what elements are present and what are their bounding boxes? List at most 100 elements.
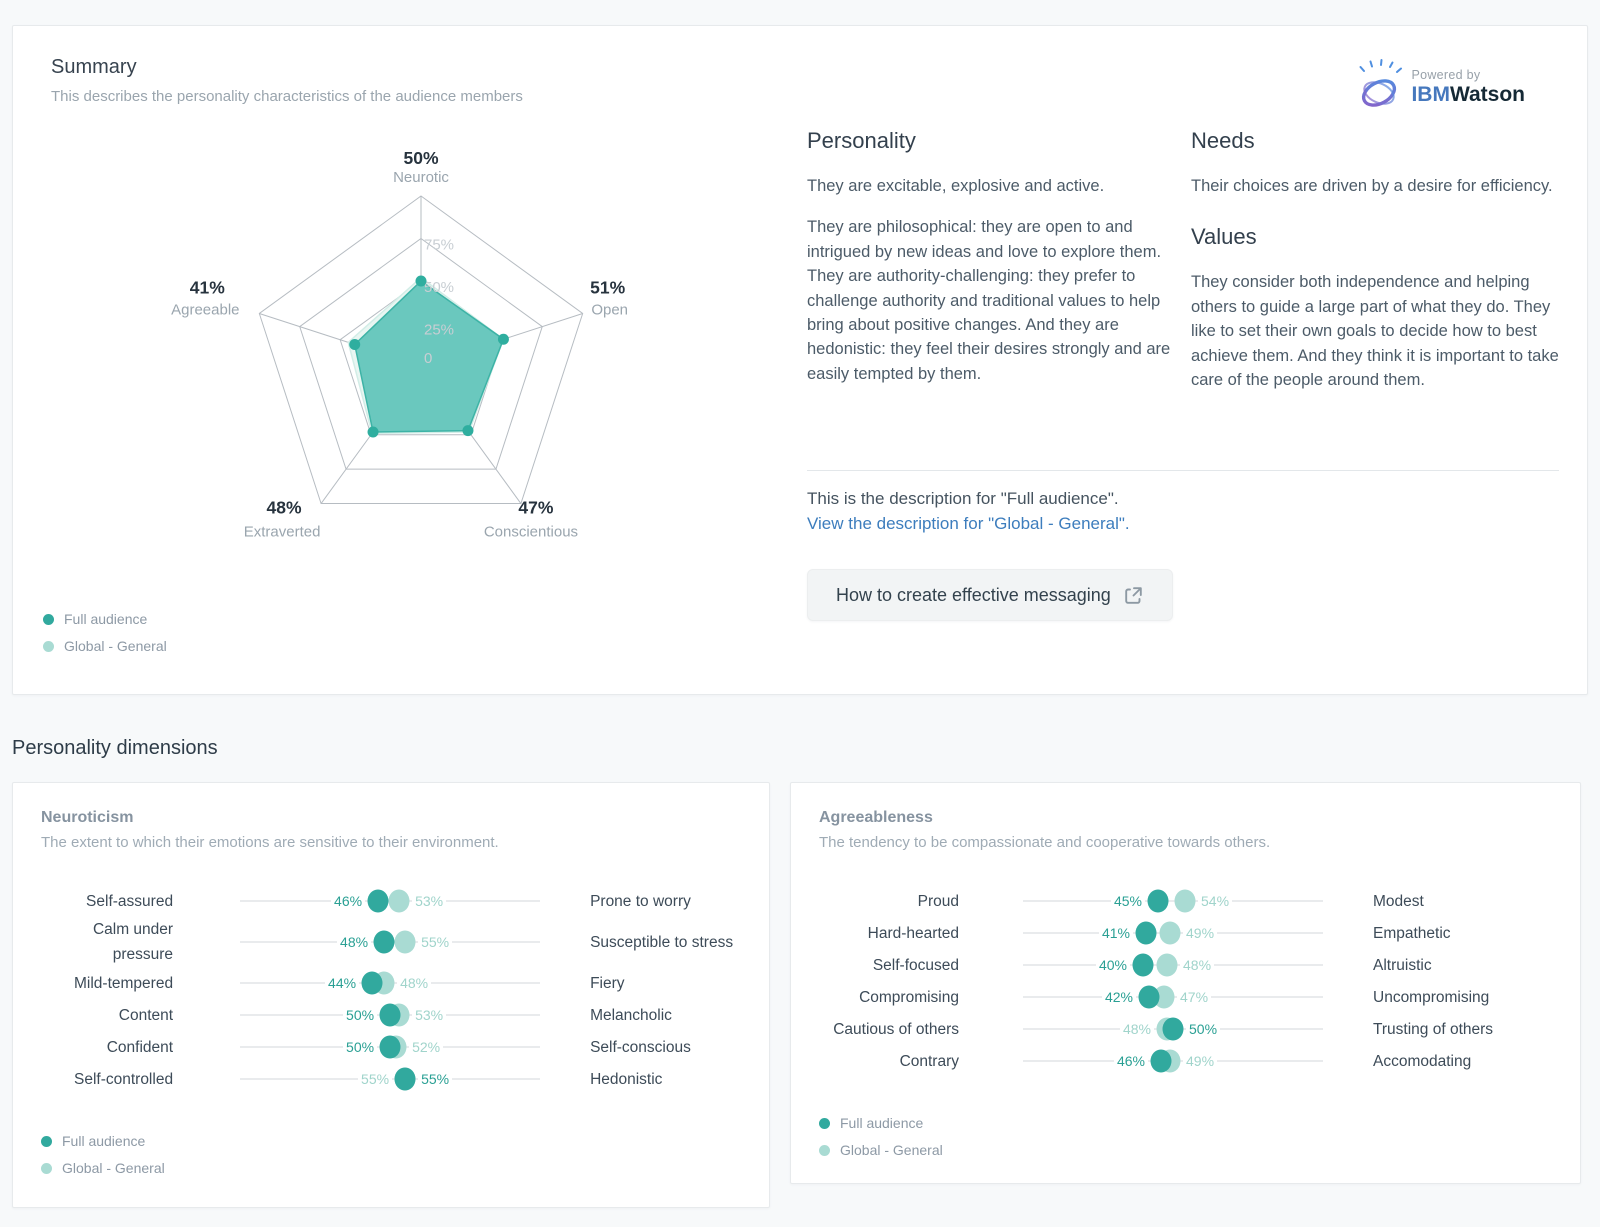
dimension-right-label: Empathetic	[1373, 924, 1451, 942]
legend-item: Full audience	[43, 611, 167, 627]
value-global-general: 48%	[1119, 1021, 1154, 1037]
value-global-general: 49%	[1183, 925, 1218, 941]
legend-dot-icon	[41, 1135, 52, 1147]
value-global-general: 49%	[1183, 1053, 1218, 1069]
dimension-row: Confident 50% 52% Self-conscious	[41, 1031, 741, 1063]
divider	[807, 470, 1559, 471]
radar-vertex-dot	[367, 426, 379, 438]
dot-global-general	[1159, 921, 1181, 945]
personality-paragraph: They are philosophical: they are open to…	[807, 218, 1171, 383]
watson-brand: Powered by IBMWatson	[1351, 58, 1525, 116]
legend-item: Full audience	[819, 1115, 1552, 1131]
watson-wordmark: Powered by IBMWatson	[1411, 68, 1525, 107]
summary-card: Summary This describes the personality c…	[12, 25, 1588, 695]
dimension-row: Self-assured 46% 53% Prone to worry	[41, 885, 741, 917]
dimension-track: 48% 50%	[1023, 1013, 1323, 1045]
value-global-general: 53%	[412, 893, 447, 909]
value-global-general: 55%	[418, 934, 453, 950]
dimension-right-label: Trusting of others	[1373, 1020, 1494, 1038]
radar-axis-name-label: Conscientious	[484, 524, 578, 541]
value-full-audience: 45%	[1110, 893, 1145, 909]
dimension-left-label: Self-assured	[86, 892, 174, 910]
radar-vertex-dot	[462, 425, 474, 437]
dimension-track: 40% 48%	[1023, 949, 1323, 981]
dot-full-audience	[1162, 1017, 1184, 1041]
dimension-track: 46% 53%	[240, 885, 541, 917]
dot-full-audience	[379, 1003, 401, 1027]
radar-axis-value-label: 48%	[267, 498, 302, 518]
view-global-description-link[interactable]: View the description for "Global - Gener…	[807, 514, 1130, 533]
neuroticism-card: Neuroticism The extent to which their em…	[12, 782, 770, 1208]
radar-ring-tick-label: 0	[424, 350, 432, 367]
radar-axis-name-label: Extraverted	[244, 524, 321, 541]
effective-messaging-button[interactable]: How to create effective messaging	[807, 569, 1173, 621]
dimension-left-label: Cautious of others	[833, 1020, 959, 1038]
radar-axis-value-label: 51%	[590, 277, 625, 297]
dimension-row: Calm under pressure 48% 55% Susceptible to …	[41, 917, 741, 967]
neuroticism-rows: Self-assured 46% 53% Prone to worry Calm und…	[41, 885, 741, 1095]
dot-global-general	[1153, 985, 1175, 1009]
dot-full-audience	[367, 889, 389, 913]
personality-heading: Personality	[807, 128, 916, 153]
dimension-track-line	[1023, 900, 1323, 902]
value-full-audience: 50%	[1186, 1021, 1221, 1037]
dimension-row: Mild-tempered 44% 48% Fiery	[41, 967, 741, 999]
ibm-label: IBM	[1411, 82, 1450, 106]
dimensions-heading: Personality dimensions	[12, 737, 218, 759]
dimension-left-label: Confident	[106, 1038, 174, 1056]
legend-dot-icon	[43, 640, 54, 652]
legend-label: Full audience	[840, 1115, 924, 1131]
dot-full-audience	[1132, 953, 1154, 977]
legend-label: Global - General	[840, 1142, 943, 1158]
dimension-track: 41% 49%	[1023, 917, 1323, 949]
dimension-left-label: Calm under pressure	[92, 921, 174, 963]
radar-ring-tick-label: 25%	[424, 322, 454, 339]
dimension-right-label: Uncompromising	[1373, 988, 1490, 1006]
radar-axis-value-label: 50%	[403, 148, 438, 168]
neuroticism-subtitle: The extent to which their emotions are s…	[41, 834, 499, 851]
radar-legend: Full audience Global - General	[43, 611, 167, 665]
dimension-right-label: Accomodating	[1373, 1052, 1472, 1070]
dot-global-general	[388, 889, 410, 913]
agreeableness-legend: Full audience Global - General	[819, 1115, 1552, 1158]
dimension-track: 48% 55%	[240, 917, 541, 967]
watson-label: Watson	[1449, 82, 1525, 106]
value-full-audience: 41%	[1098, 925, 1133, 941]
personality-section: Personality They are excitable, explosiv…	[807, 128, 1179, 403]
value-full-audience: 48%	[337, 934, 372, 950]
legend-item: Full audience	[41, 1133, 741, 1149]
external-link-icon	[1125, 586, 1142, 604]
radar-ring-tick-label: 50%	[424, 279, 454, 296]
radar-ring-tick-label: 75%	[424, 237, 454, 254]
legend-dot-icon	[43, 613, 54, 625]
radar-grid-ring	[258, 195, 584, 505]
dot-full-audience	[361, 971, 383, 995]
needs-heading: Needs	[1191, 128, 1255, 153]
legend-label: Full audience	[64, 611, 148, 627]
values-paragraph: They consider both independence and help…	[1191, 273, 1559, 390]
dimension-left-label: Proud	[917, 892, 959, 910]
values-heading: Values	[1191, 224, 1257, 250]
dot-global-general	[1156, 953, 1178, 977]
radar-grid-ring	[299, 237, 543, 470]
dimension-row: Content 50% 53% Melancholic	[41, 999, 741, 1031]
dimension-row: Self-controlled 55% 55% Hedonistic	[41, 1063, 741, 1095]
legend-label: Global - General	[64, 638, 167, 654]
neuroticism-legend: Full audience Global - General	[41, 1133, 741, 1176]
value-full-audience: 46%	[331, 893, 366, 909]
dot-full-audience	[1150, 1049, 1172, 1073]
radar-axis-value-label: 47%	[518, 498, 553, 518]
radar-vertex-dot	[497, 333, 509, 345]
radar-axis-value-label: 41%	[190, 277, 225, 297]
effective-messaging-button-label: How to create effective messaging	[836, 584, 1111, 605]
value-full-audience: 40%	[1095, 957, 1130, 973]
description-note: This is the description for "Full audien…	[807, 486, 1130, 536]
dimension-left-label: Mild-tempered	[74, 974, 174, 992]
dimension-right-label: Fiery	[590, 974, 625, 992]
dimension-right-label: Prone to worry	[590, 892, 691, 910]
value-global-general: 52%	[409, 1039, 444, 1055]
dimension-track: 45% 54%	[1023, 885, 1323, 917]
dimension-left-label: Self-controlled	[73, 1070, 174, 1088]
watson-logo-icon	[1359, 59, 1403, 107]
needs-values-section: Needs Their choices are driven by a desi…	[1191, 128, 1559, 409]
